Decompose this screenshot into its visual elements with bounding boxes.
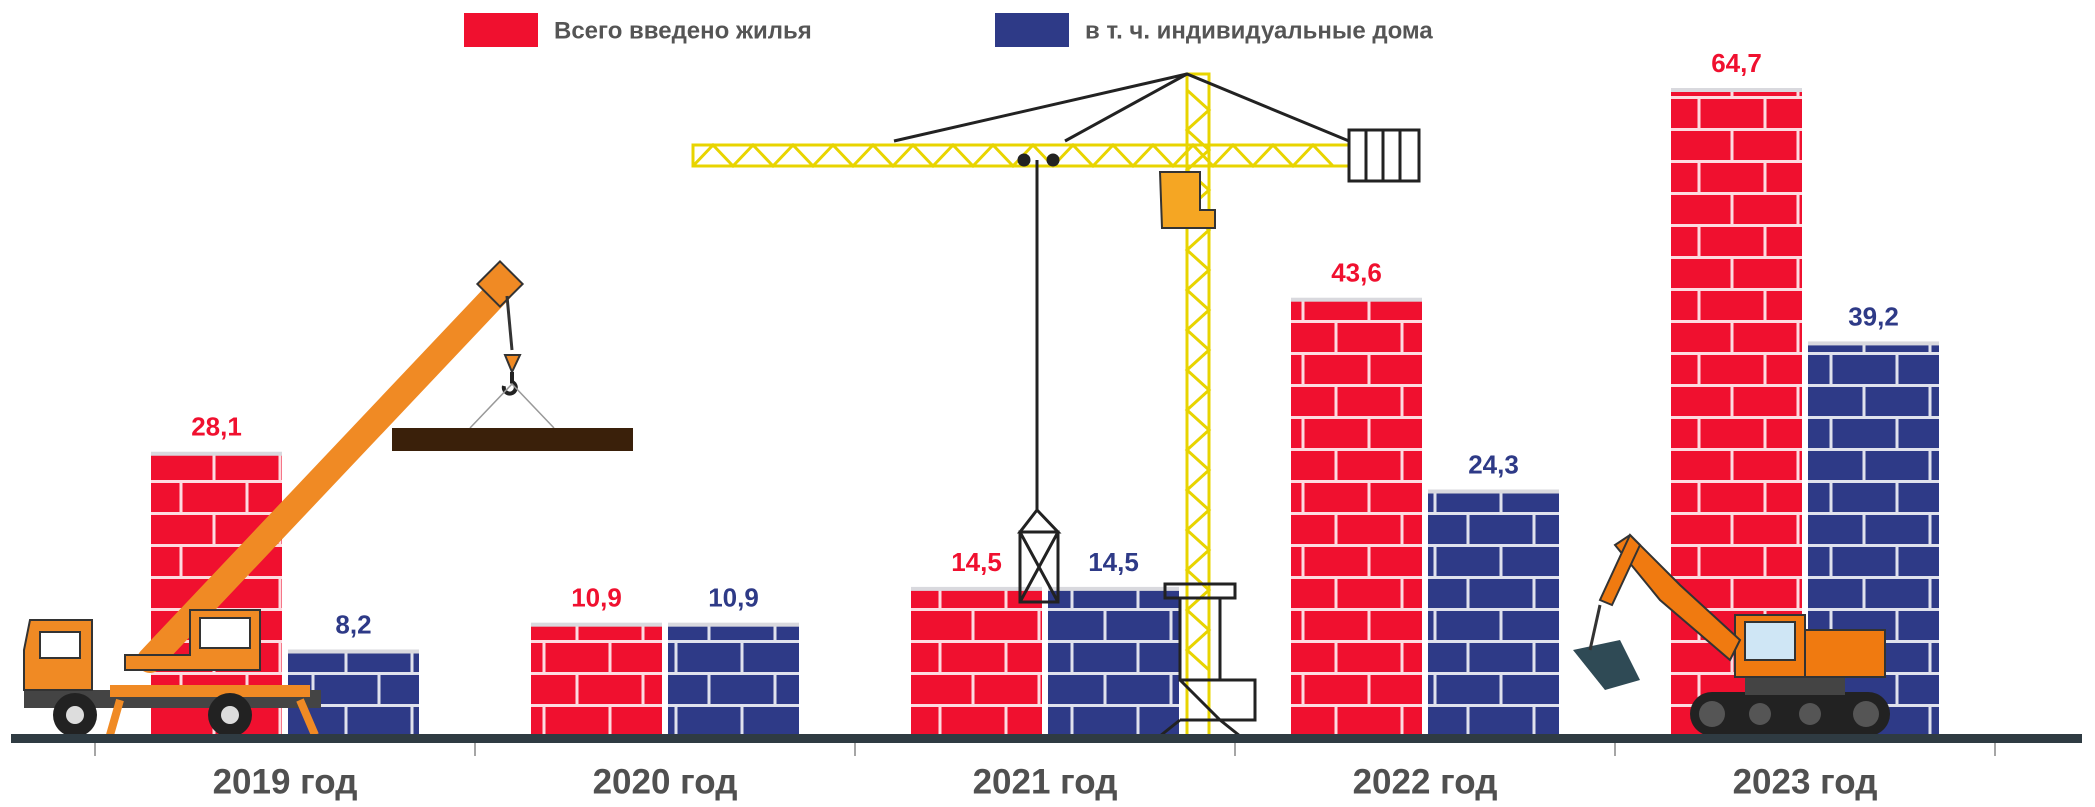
bar <box>531 626 662 734</box>
legend: Всего введено жилья в т. ч. индивидуальны… <box>464 13 1433 47</box>
chart: 28,1 8,2 10,9 10,9 14,5 14,5 43,6 24,3 64,7 39,2 <box>0 0 2095 807</box>
crane-cabin <box>1160 172 1215 228</box>
load-beam <box>392 428 633 451</box>
bar <box>1291 301 1422 734</box>
crane-cable <box>1065 74 1187 141</box>
legend-swatch <box>995 13 1069 47</box>
bar <box>1428 493 1559 734</box>
crane-cable <box>894 74 1349 141</box>
bar <box>668 626 799 734</box>
track-wheel <box>1799 703 1821 725</box>
bar-cap <box>288 650 419 654</box>
track-wheel <box>1749 703 1771 725</box>
trolley <box>1048 155 1058 165</box>
legend-label: Всего введено жилья <box>554 17 812 44</box>
bar-cap <box>1291 298 1422 302</box>
x-axis: 2019 год 2020 год 2021 год 2022 год 2023 год <box>95 743 1995 801</box>
cabin-window <box>200 618 250 648</box>
bar-cap <box>531 623 662 627</box>
value-label: 8,2 <box>335 609 371 639</box>
value-label: 64,7 <box>1711 48 1762 78</box>
hook-block <box>505 355 520 372</box>
bar-cap <box>1428 490 1559 494</box>
bar-cap <box>1808 341 1939 345</box>
bar <box>911 590 1042 734</box>
x-tick-label: 2022 год <box>1353 762 1498 801</box>
bucket <box>1573 640 1640 690</box>
cabin-window <box>1745 622 1795 660</box>
bar <box>1048 590 1179 734</box>
bar-cap <box>911 587 1042 591</box>
track-wheel <box>1699 701 1725 727</box>
bucket-link <box>1590 605 1600 650</box>
x-tick-label: 2020 год <box>593 762 738 801</box>
value-label: 10,9 <box>708 583 759 613</box>
value-label: 39,2 <box>1848 301 1899 331</box>
legend-swatch <box>464 13 538 47</box>
sling <box>470 384 554 428</box>
value-label: 10,9 <box>571 583 622 613</box>
x-tick-label: 2023 год <box>1733 762 1878 801</box>
bar-cap <box>1048 587 1179 591</box>
trolley <box>1019 155 1029 165</box>
bar-cap <box>668 623 799 627</box>
bar-cap <box>151 452 282 456</box>
value-label: 28,1 <box>191 412 242 442</box>
x-tick-label: 2021 год <box>973 762 1118 801</box>
engine-housing <box>1805 630 1885 677</box>
cab-window <box>40 632 80 658</box>
track-wheel <box>1853 701 1879 727</box>
value-label: 14,5 <box>951 547 1002 577</box>
wheel-hub <box>66 706 84 724</box>
bar-cap <box>1671 88 1802 92</box>
crane-frame <box>110 685 310 697</box>
jib-lattice <box>693 145 1333 166</box>
value-label: 24,3 <box>1468 449 1519 479</box>
value-label: 43,6 <box>1331 258 1382 288</box>
baseline <box>11 734 2082 743</box>
x-tick-label: 2019 год <box>213 762 358 801</box>
wheel-hub <box>221 706 239 724</box>
hook-cable <box>507 296 512 350</box>
legend-label: в т. ч. индивидуальные дома <box>1085 17 1433 44</box>
value-label: 14,5 <box>1088 547 1139 577</box>
